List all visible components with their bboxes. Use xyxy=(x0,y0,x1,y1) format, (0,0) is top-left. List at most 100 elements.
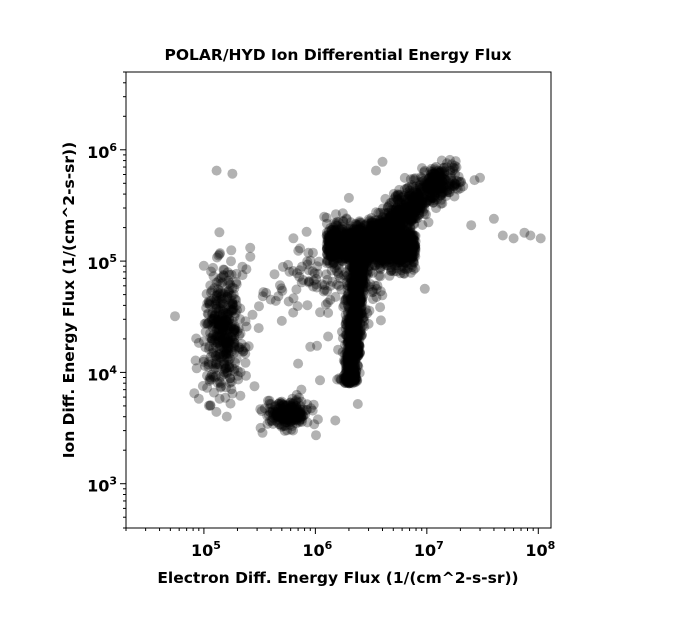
data-point xyxy=(399,240,410,251)
data-point xyxy=(343,239,354,250)
data-point xyxy=(343,333,354,343)
data-point xyxy=(406,242,417,253)
data-point xyxy=(357,275,368,286)
data-point xyxy=(344,343,355,354)
data-point xyxy=(372,246,383,256)
data-point xyxy=(353,262,364,273)
data-point xyxy=(343,350,353,360)
data-point xyxy=(344,355,355,366)
data-point xyxy=(347,334,358,345)
data-point xyxy=(349,360,360,371)
data-point xyxy=(401,259,412,270)
data-point xyxy=(403,239,414,249)
data-point xyxy=(346,227,357,238)
data-point xyxy=(382,219,393,230)
data-point xyxy=(394,254,405,265)
data-point xyxy=(374,249,385,260)
data-point xyxy=(379,251,389,262)
data-point xyxy=(353,232,364,243)
data-point xyxy=(354,216,365,227)
data-point xyxy=(350,273,361,284)
data-point xyxy=(396,230,407,241)
data-point xyxy=(358,257,369,268)
data-point xyxy=(353,271,364,282)
data-point xyxy=(402,232,413,243)
data-point xyxy=(330,242,340,252)
data-point xyxy=(407,242,418,252)
data-point xyxy=(399,257,410,268)
data-point xyxy=(408,257,419,267)
data-point xyxy=(350,342,360,353)
data-point xyxy=(347,240,358,251)
data-point xyxy=(362,251,373,262)
data-point xyxy=(410,206,421,217)
data-point xyxy=(218,264,229,275)
data-point xyxy=(327,224,338,235)
data-point xyxy=(353,219,364,230)
data-point xyxy=(349,268,360,279)
data-point xyxy=(334,247,345,258)
data-point xyxy=(351,259,362,270)
data-point xyxy=(328,259,338,270)
data-point xyxy=(377,243,388,254)
data-point xyxy=(392,228,403,239)
data-point xyxy=(358,275,369,286)
data-point xyxy=(354,341,365,352)
data-point xyxy=(343,229,354,240)
data-point xyxy=(348,234,359,245)
data-point xyxy=(321,218,332,229)
data-point xyxy=(353,340,364,350)
data-point xyxy=(347,277,358,288)
data-point xyxy=(350,290,361,301)
data-point xyxy=(385,249,396,260)
data-point xyxy=(373,238,384,249)
data-point xyxy=(525,230,536,241)
data-point xyxy=(351,294,362,305)
data-point xyxy=(383,250,394,261)
data-point xyxy=(321,230,332,241)
data-point xyxy=(427,193,438,203)
data-point xyxy=(347,243,357,254)
data-point xyxy=(356,271,367,282)
data-point xyxy=(354,232,365,243)
data-point xyxy=(340,355,351,366)
data-point xyxy=(377,253,388,264)
data-point xyxy=(374,244,385,255)
data-point xyxy=(386,265,397,276)
data-point xyxy=(353,281,364,292)
data-point xyxy=(355,235,365,246)
data-point xyxy=(401,258,412,269)
data-point xyxy=(323,245,334,256)
data-point xyxy=(346,281,357,292)
data-point xyxy=(335,247,346,258)
data-point xyxy=(301,226,312,237)
data-point xyxy=(535,233,546,244)
data-point xyxy=(397,235,407,245)
chart-title: POLAR/HYD Ion Differential Energy Flux xyxy=(165,46,512,64)
data-point xyxy=(325,234,336,245)
data-point xyxy=(394,251,405,262)
data-point xyxy=(354,241,365,252)
data-point xyxy=(348,370,359,380)
data-point xyxy=(393,244,404,254)
data-point xyxy=(345,343,356,354)
data-point xyxy=(357,282,368,293)
data-point xyxy=(370,260,381,271)
data-point xyxy=(210,334,221,345)
data-point xyxy=(321,249,332,260)
data-point xyxy=(357,225,368,236)
data-point xyxy=(343,351,354,362)
data-point xyxy=(376,228,387,239)
data-point xyxy=(394,245,405,256)
data-point xyxy=(351,343,362,354)
data-point xyxy=(348,373,359,384)
data-point xyxy=(346,362,357,373)
data-point xyxy=(355,327,366,338)
data-point xyxy=(346,353,357,364)
data-point xyxy=(390,230,401,241)
data-point xyxy=(361,269,372,280)
data-point xyxy=(341,226,352,237)
data-point xyxy=(349,305,360,316)
data-point xyxy=(303,277,314,288)
data-point xyxy=(396,229,407,240)
